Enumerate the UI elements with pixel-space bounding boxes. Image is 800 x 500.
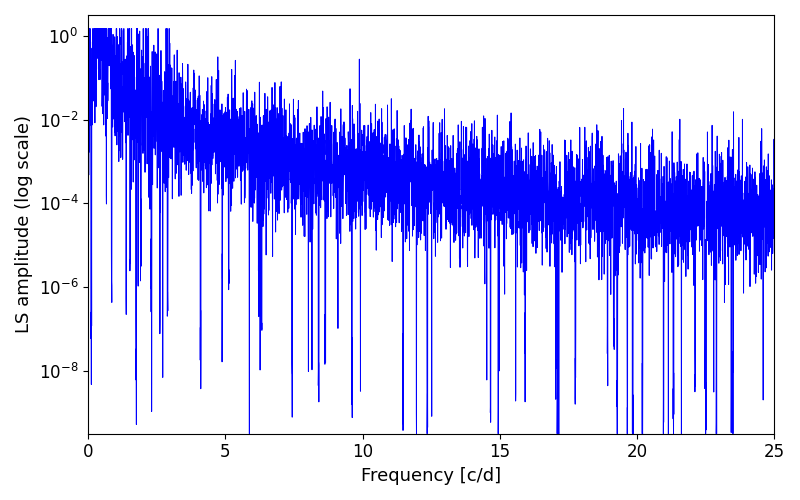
Y-axis label: LS amplitude (log scale): LS amplitude (log scale) (15, 116, 33, 334)
X-axis label: Frequency [c/d]: Frequency [c/d] (361, 467, 502, 485)
